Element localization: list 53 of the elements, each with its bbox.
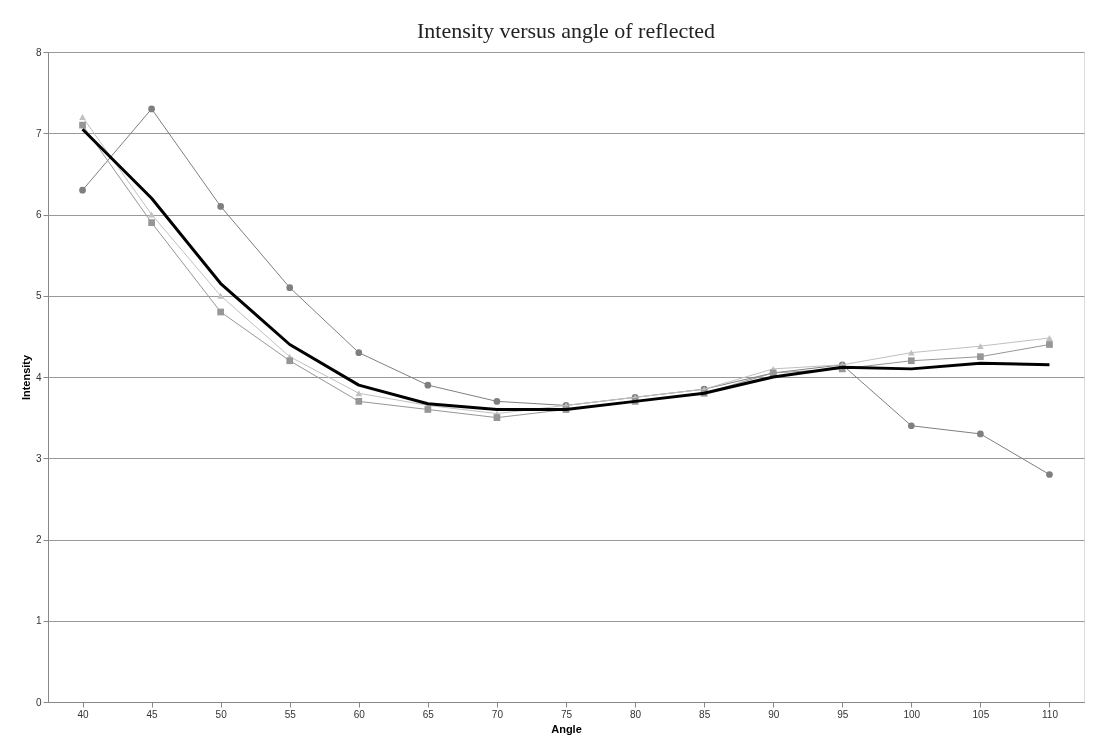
point (355, 349, 363, 356)
x-tick-label: 100 (903, 708, 921, 720)
x-tick-label: 60 (353, 708, 366, 720)
point (79, 186, 86, 194)
point (217, 292, 225, 299)
point (424, 406, 432, 413)
point (977, 353, 984, 361)
point (977, 430, 984, 438)
point (79, 121, 86, 129)
point (1046, 341, 1053, 348)
y-tick-label: 6 (35, 209, 42, 220)
point (493, 398, 501, 405)
point (977, 343, 984, 350)
point (148, 219, 155, 226)
point (907, 357, 915, 365)
y-axis-title: Intensity (19, 354, 32, 401)
x-tick-label: 85 (699, 708, 711, 720)
point (424, 381, 432, 389)
point (907, 422, 915, 430)
x-tick-label: 105 (972, 708, 990, 720)
y-tick-label: 4 (35, 371, 42, 383)
y-tick-label: 5 (35, 290, 42, 302)
x-tick-label: 70 (491, 708, 504, 720)
point (286, 284, 294, 291)
point (907, 349, 915, 356)
point (148, 105, 155, 113)
point (1046, 335, 1053, 341)
point (355, 398, 363, 405)
point (79, 114, 86, 120)
x-tick-label: 45 (146, 708, 159, 720)
x-tick-label: 95 (837, 708, 849, 720)
point (493, 414, 501, 421)
x-tick-label: 75 (560, 708, 573, 720)
x-tick-label: 55 (284, 708, 297, 720)
y-tick-label: 2 (35, 534, 42, 545)
chart-title: Intensity versus angle of reflected (416, 18, 716, 43)
x-tick-label: 90 (768, 708, 780, 720)
x-tick-label: 80 (630, 708, 642, 720)
point (286, 357, 294, 365)
y-tick-label: 8 (35, 46, 42, 58)
x-tick-label: 110 (1041, 708, 1059, 720)
y-tick-label: 0 (35, 696, 42, 708)
x-tick-label: 50 (215, 708, 228, 720)
y-tick-label: 7 (35, 127, 42, 139)
x-axis-title: Angle (551, 722, 582, 735)
y-tick-label: 1 (35, 615, 42, 627)
point (355, 390, 363, 397)
x-tick-label: 65 (422, 708, 435, 720)
point (1046, 471, 1053, 478)
point (217, 308, 225, 316)
x-tick-label: 40 (77, 708, 90, 720)
point (217, 203, 225, 210)
y-tick-label: 3 (35, 452, 42, 464)
